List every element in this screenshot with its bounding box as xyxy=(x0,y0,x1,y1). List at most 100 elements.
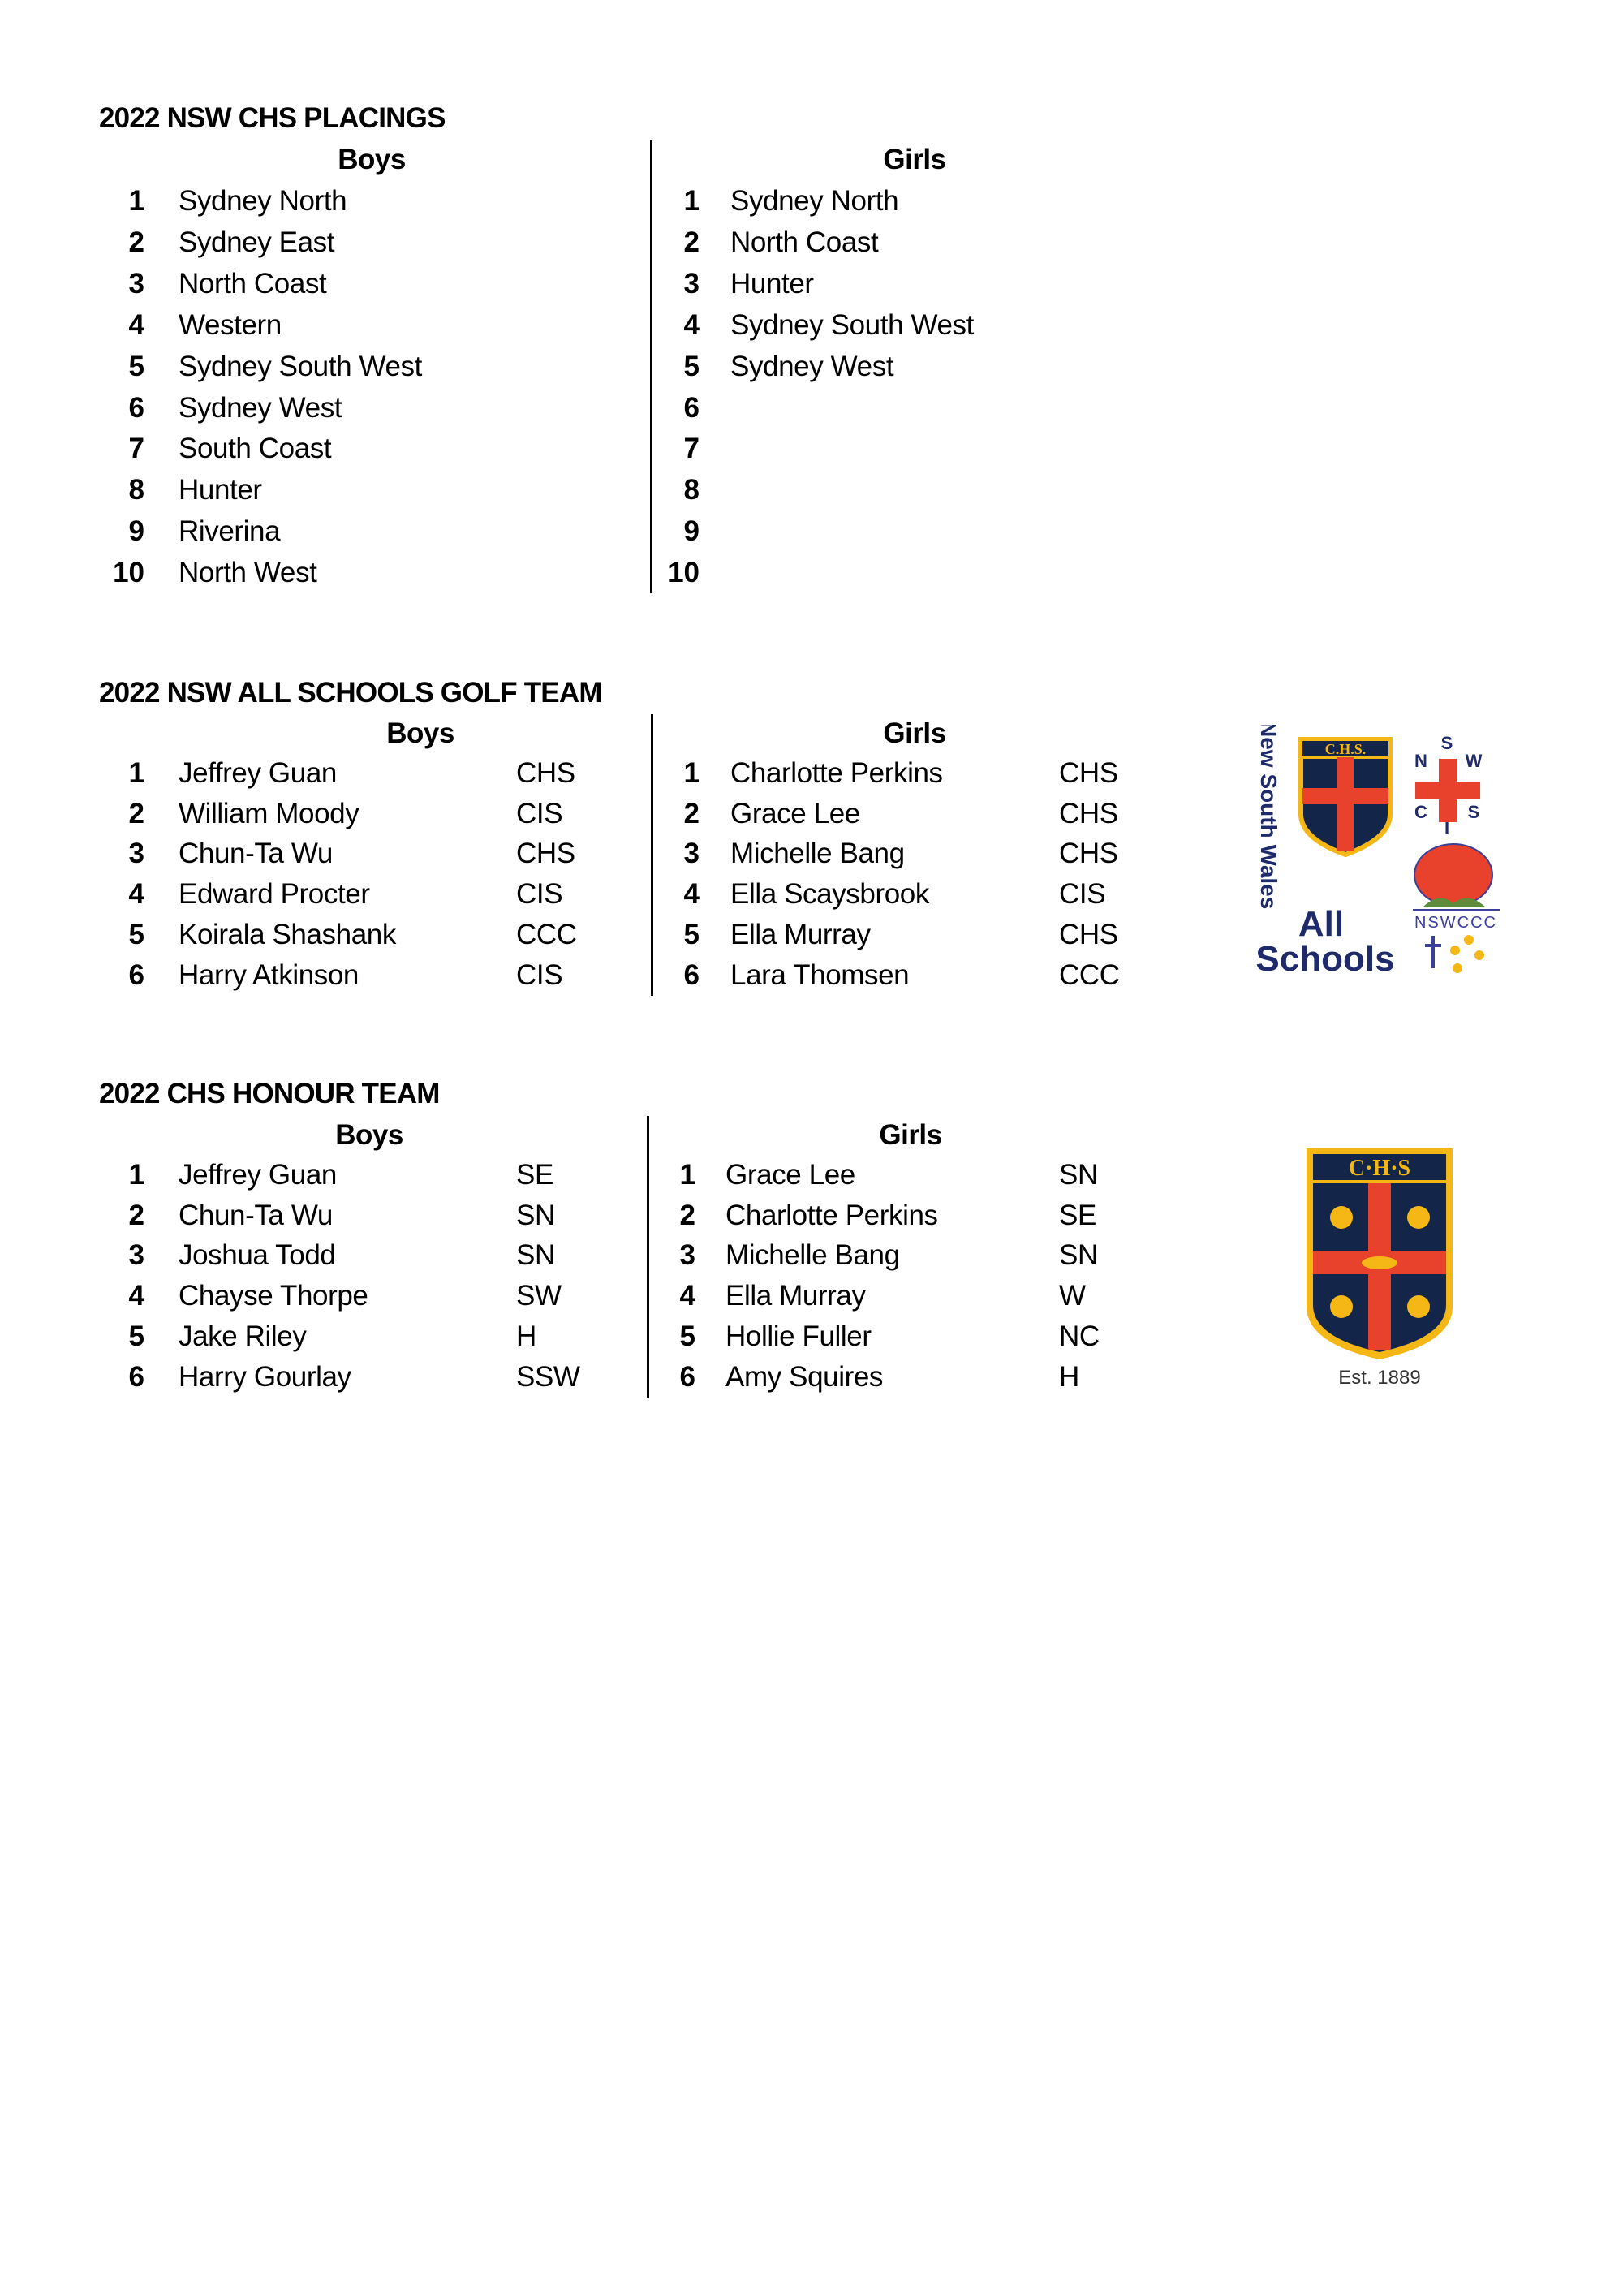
entry-code: CHS xyxy=(1059,918,1118,950)
entry-code: SN xyxy=(516,1199,555,1231)
entry-code: CHS xyxy=(1059,757,1118,789)
entry-code: SN xyxy=(516,1239,555,1272)
entry-name: Michelle Bang xyxy=(725,1239,900,1272)
rank-number: 3 xyxy=(128,838,144,870)
entry-code: NC xyxy=(1059,1320,1100,1352)
entry-name: Charlotte Perkins xyxy=(725,1199,938,1231)
entry-code: H xyxy=(1059,1360,1079,1393)
cis-letter: C xyxy=(1414,802,1427,822)
entry-code: CHS xyxy=(516,838,575,870)
entry-name: Jeffrey Guan xyxy=(179,757,337,789)
entry-name: Jake Riley xyxy=(179,1320,307,1352)
rank-number: 2 xyxy=(128,1199,144,1231)
rank-number: 5 xyxy=(128,1320,144,1352)
entry-name: North Coast xyxy=(730,226,879,258)
rank-number: 5 xyxy=(128,350,144,382)
entry-name: North Coast xyxy=(179,267,327,299)
entry-code: CHS xyxy=(516,757,575,789)
entry-code: CIS xyxy=(1059,878,1106,911)
rank-number: 3 xyxy=(679,1239,695,1272)
entry-code: CCC xyxy=(1059,958,1120,991)
entry-code: CIS xyxy=(516,878,563,911)
rank-number: 4 xyxy=(128,1280,144,1312)
entry-name: Sydney North xyxy=(730,185,899,217)
entry-name: Ella Scaysbrook xyxy=(730,878,929,911)
rank-number: 5 xyxy=(679,1320,695,1352)
entry-name: Hollie Fuller xyxy=(725,1320,872,1352)
rank-number: 10 xyxy=(668,557,700,589)
boys-header: Boys xyxy=(338,144,406,175)
girls-header: Girls xyxy=(883,717,946,749)
rank-number: 4 xyxy=(683,308,700,341)
entry-name: South Coast xyxy=(179,433,332,465)
chs-crest-text: C.H.S. xyxy=(1325,741,1367,757)
all-schools-logo: New South Wales C.H.S. N S W C I S NSWCC… xyxy=(1256,725,1500,979)
column-divider xyxy=(650,140,652,593)
rank-number: 1 xyxy=(683,185,700,217)
rank-number: 6 xyxy=(128,1360,144,1393)
entry-name: Western xyxy=(179,308,282,341)
entry-name: Grace Lee xyxy=(725,1159,855,1191)
entry-name: Hunter xyxy=(730,267,814,299)
rank-number: 6 xyxy=(683,391,700,424)
rank-number: 5 xyxy=(128,918,144,950)
entry-name: Amy Squires xyxy=(725,1360,883,1393)
rank-number: 4 xyxy=(128,308,144,341)
rank-number: 4 xyxy=(128,878,144,911)
entry-name: Sydney North xyxy=(179,185,347,217)
rank-number: 7 xyxy=(683,433,700,465)
entry-name: Chun-Ta Wu xyxy=(179,838,333,870)
entry-code: SN xyxy=(1059,1239,1098,1272)
entry-name: Harry Gourlay xyxy=(179,1360,351,1393)
entry-name: North West xyxy=(179,557,317,589)
rank-number: 6 xyxy=(679,1360,695,1393)
entry-name: Sydney East xyxy=(179,226,335,258)
rank-number: 6 xyxy=(128,958,144,991)
rank-number: 2 xyxy=(128,797,144,829)
rank-number: 6 xyxy=(683,958,700,991)
entry-name: Riverina xyxy=(179,515,281,548)
entry-name: Jeffrey Guan xyxy=(179,1159,337,1191)
entry-code: SSW xyxy=(516,1360,580,1393)
logo-schools-text: Schools xyxy=(1256,939,1395,979)
crest-text: C·H·S xyxy=(1349,1156,1410,1181)
cis-letter: W xyxy=(1466,751,1483,771)
column-divider xyxy=(647,1116,649,1398)
entry-code: SE xyxy=(1059,1199,1096,1231)
rank-number: 7 xyxy=(128,433,144,465)
entry-name: Ella Murray xyxy=(725,1280,866,1312)
rank-number: 5 xyxy=(683,918,700,950)
entry-name: Sydney West xyxy=(179,391,342,424)
rank-number: 2 xyxy=(128,226,144,258)
entry-name: Chun-Ta Wu xyxy=(179,1199,333,1231)
entry-name: Sydney West xyxy=(730,350,894,382)
entry-name: Harry Atkinson xyxy=(179,958,359,991)
entry-name: Ella Murray xyxy=(730,918,871,950)
cis-letter: I xyxy=(1444,818,1449,838)
rank-number: 2 xyxy=(683,226,700,258)
entry-name: Lara Thomsen xyxy=(730,958,910,991)
entry-code: W xyxy=(1059,1280,1086,1312)
rank-number: 1 xyxy=(128,185,144,217)
rank-number: 9 xyxy=(128,515,144,548)
entry-code: CHS xyxy=(1059,797,1118,829)
rank-number: 5 xyxy=(683,350,700,382)
rank-number: 2 xyxy=(679,1199,695,1231)
rank-number: 8 xyxy=(128,474,144,506)
section-title: 2022 NSW ALL SCHOOLS GOLF TEAM xyxy=(99,677,602,709)
rank-number: 3 xyxy=(683,267,700,299)
rank-number: 6 xyxy=(128,391,144,424)
boys-header: Boys xyxy=(335,1119,403,1151)
entry-code: CCC xyxy=(516,918,577,950)
cis-letter: N xyxy=(1414,751,1427,771)
cis-letter: S xyxy=(1468,802,1480,822)
logo-all-text: All xyxy=(1298,904,1344,944)
section-title: 2022 NSW CHS PLACINGS xyxy=(99,102,446,134)
chs-crest-logo: C·H·S Est. 1889 xyxy=(1307,1148,1453,1389)
rank-number: 3 xyxy=(128,1239,144,1272)
rank-number: 10 xyxy=(113,557,144,589)
logo-side-text: New South Wales xyxy=(1256,725,1281,909)
entry-name: Charlotte Perkins xyxy=(730,757,943,789)
rank-number: 4 xyxy=(683,878,700,911)
cis-letter: S xyxy=(1441,733,1453,753)
